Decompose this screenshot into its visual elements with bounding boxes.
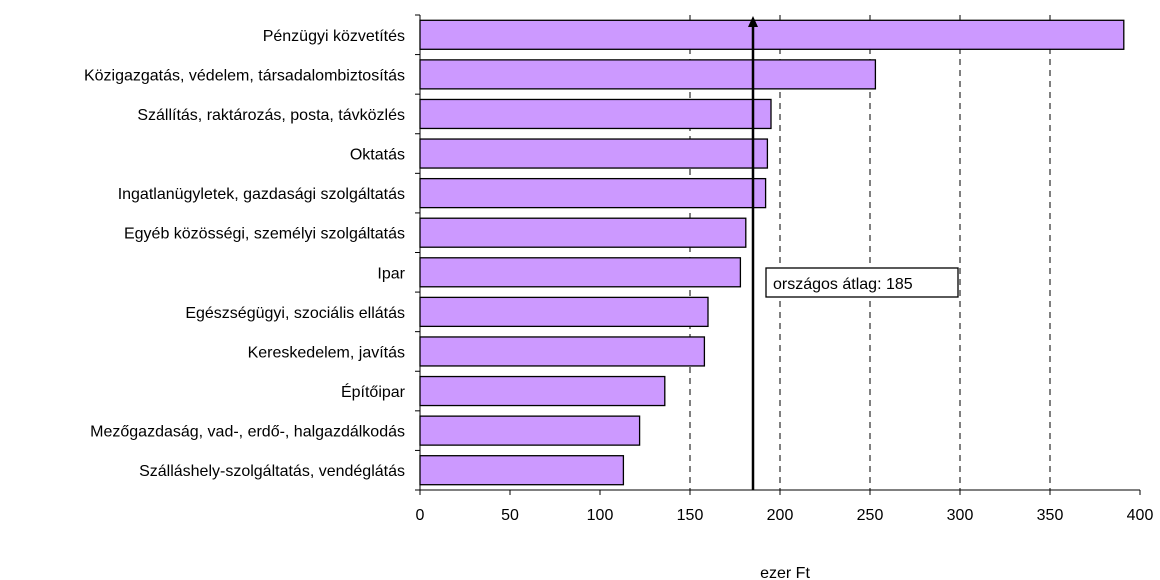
reference-arrowhead (748, 16, 758, 27)
category-label-4: Ingatlanügyletek, gazdasági szolgáltatás (118, 186, 405, 203)
bar-1 (419, 59, 877, 90)
category-label-1: Közigazgatás, védelem, társadalombiztosí… (84, 67, 405, 84)
category-label-5: Egyéb közösségi, személyi szolgáltatás (124, 226, 405, 243)
bar-layer (419, 19, 1125, 486)
bar-11 (419, 455, 625, 486)
x-tick-label-150: 150 (677, 507, 704, 524)
bar-10 (419, 415, 641, 446)
bar-7 (419, 296, 709, 328)
label-layer: Pénzügyi közvetítés Közigazgatás, védelem… (84, 28, 1154, 524)
x-tick-label-200: 200 (767, 507, 794, 524)
x-axis-title: ezer Ft (760, 565, 810, 580)
x-tick-label-100: 100 (587, 507, 614, 524)
category-label-3: Oktatás (350, 147, 405, 164)
reference-label-box (765, 267, 959, 298)
reference-line-group: országos átlag: 185 (748, 16, 959, 490)
x-tick-label-50: 50 (501, 507, 519, 524)
reference-label: országos átlag: 185 (773, 276, 913, 293)
category-label-2: Szállítás, raktározás, posta, távközlés (137, 107, 405, 124)
x-tick-label-350: 350 (1037, 507, 1064, 524)
x-tick-label-300: 300 (947, 507, 974, 524)
category-label-8: Kereskedelem, javítás (248, 344, 405, 361)
bar-8 (419, 336, 706, 367)
x-tick-label-250: 250 (857, 507, 884, 524)
bar-6 (419, 257, 742, 288)
category-label-10: Mezőgazdaság, vad-, erdő-, halgazdálkodá… (90, 424, 405, 441)
bar-3 (419, 138, 769, 169)
category-label-9: Építőipar (341, 382, 406, 401)
bar-4 (419, 177, 767, 209)
bar-2 (419, 98, 772, 130)
axis-layer (415, 14, 1141, 495)
category-label-0: Pénzügyi közvetítés (263, 28, 405, 45)
grid-layer (689, 15, 1051, 490)
x-tick-label-0: 0 (416, 507, 425, 524)
bar-5 (419, 217, 747, 248)
category-label-11: Szálláshely-szolgáltatás, vendéglátás (139, 463, 405, 480)
bar-9 (419, 375, 666, 407)
bar-0 (419, 19, 1125, 50)
x-tick-label-400: 400 (1127, 507, 1154, 524)
category-label-7: Egészségügyi, szociális ellátás (185, 305, 405, 322)
category-label-6: Ipar (377, 265, 405, 282)
